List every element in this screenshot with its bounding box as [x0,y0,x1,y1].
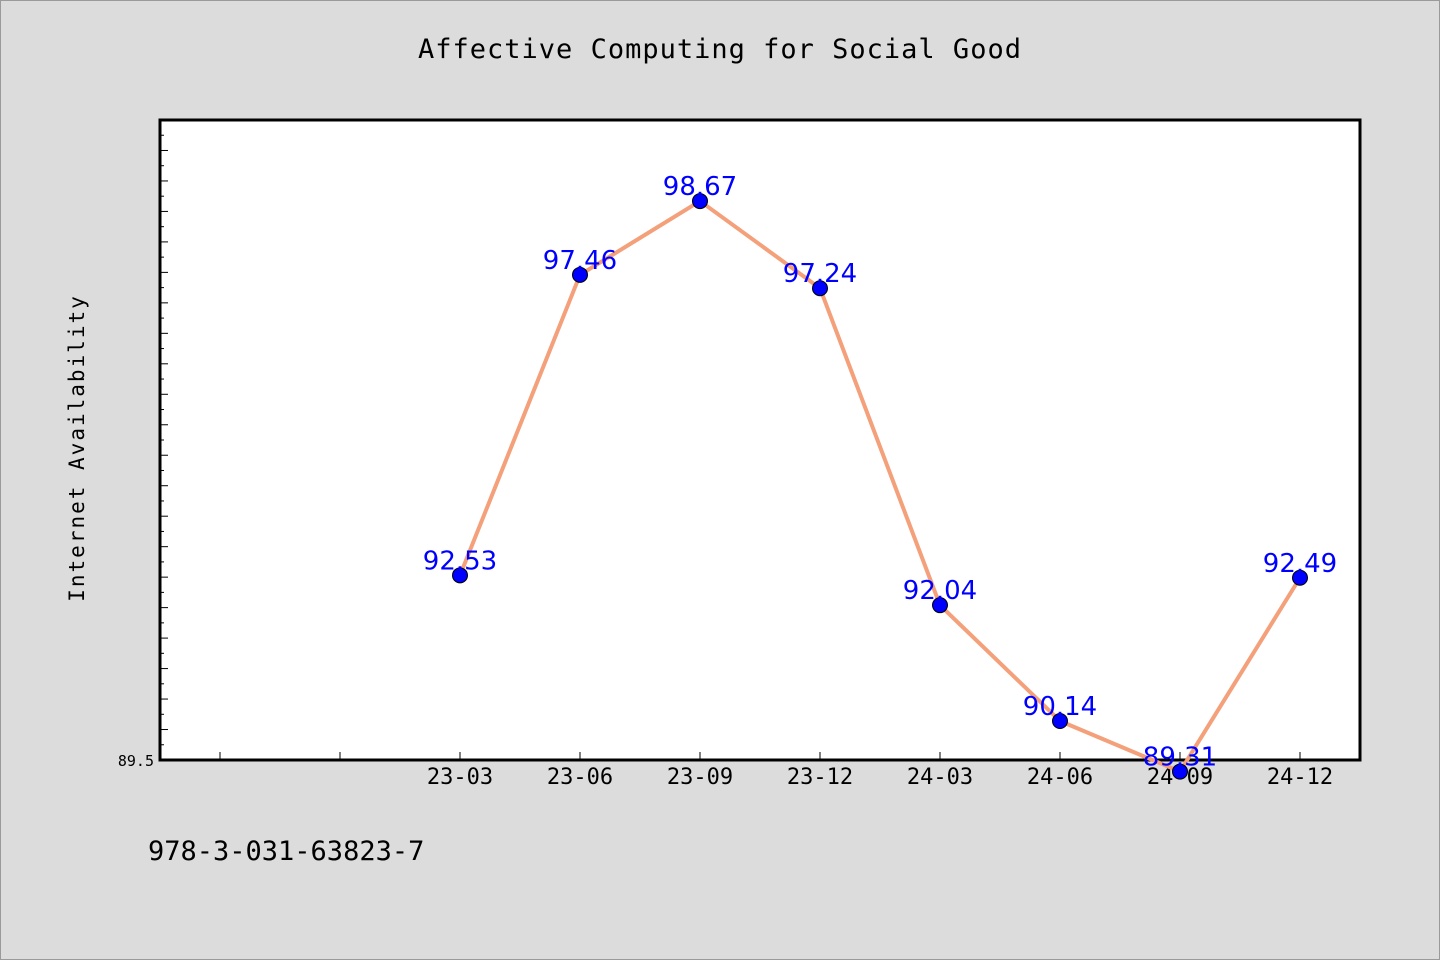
data-label: 89.31 [1143,743,1217,773]
x-tick-label: 23-12 [787,765,853,790]
data-label: 97.24 [783,259,857,289]
data-point [452,567,468,584]
data-point [932,597,948,614]
data-point [1172,763,1188,780]
data-label: 92.04 [903,576,977,606]
data-labels: 92.53 97.46 98.67 97.24 92.04 90.14 89.31 92.49 [423,172,1337,773]
plot-area [158,118,1362,762]
series-line [458,199,1302,774]
y-tick-label: 89.5 [118,752,154,770]
data-point [692,193,708,210]
y-axis-ticks: 89.5 [118,119,168,770]
data-label: 90.14 [1023,692,1097,722]
data-label: 97.46 [543,246,617,276]
chart-title: Affective Computing for Social Good [418,34,1022,65]
x-tick-label: 24-03 [907,765,973,790]
data-point [572,266,588,283]
data-label: 92.53 [423,546,497,576]
data-label: 92.49 [1263,549,1337,579]
x-tick-label: 23-03 [427,765,493,790]
series-markers [452,193,1308,780]
footer-code: 978-3-031-63823-7 [148,836,425,867]
x-tick-label: 24-12 [1267,765,1333,790]
x-tick-label: 23-06 [547,765,613,790]
x-tick-label: 23-09 [667,765,733,790]
data-point [812,280,828,297]
data-point [1292,569,1308,586]
x-tick-label: 24-06 [1027,765,1093,790]
data-point [1052,712,1068,729]
data-label: 98.67 [663,172,737,202]
